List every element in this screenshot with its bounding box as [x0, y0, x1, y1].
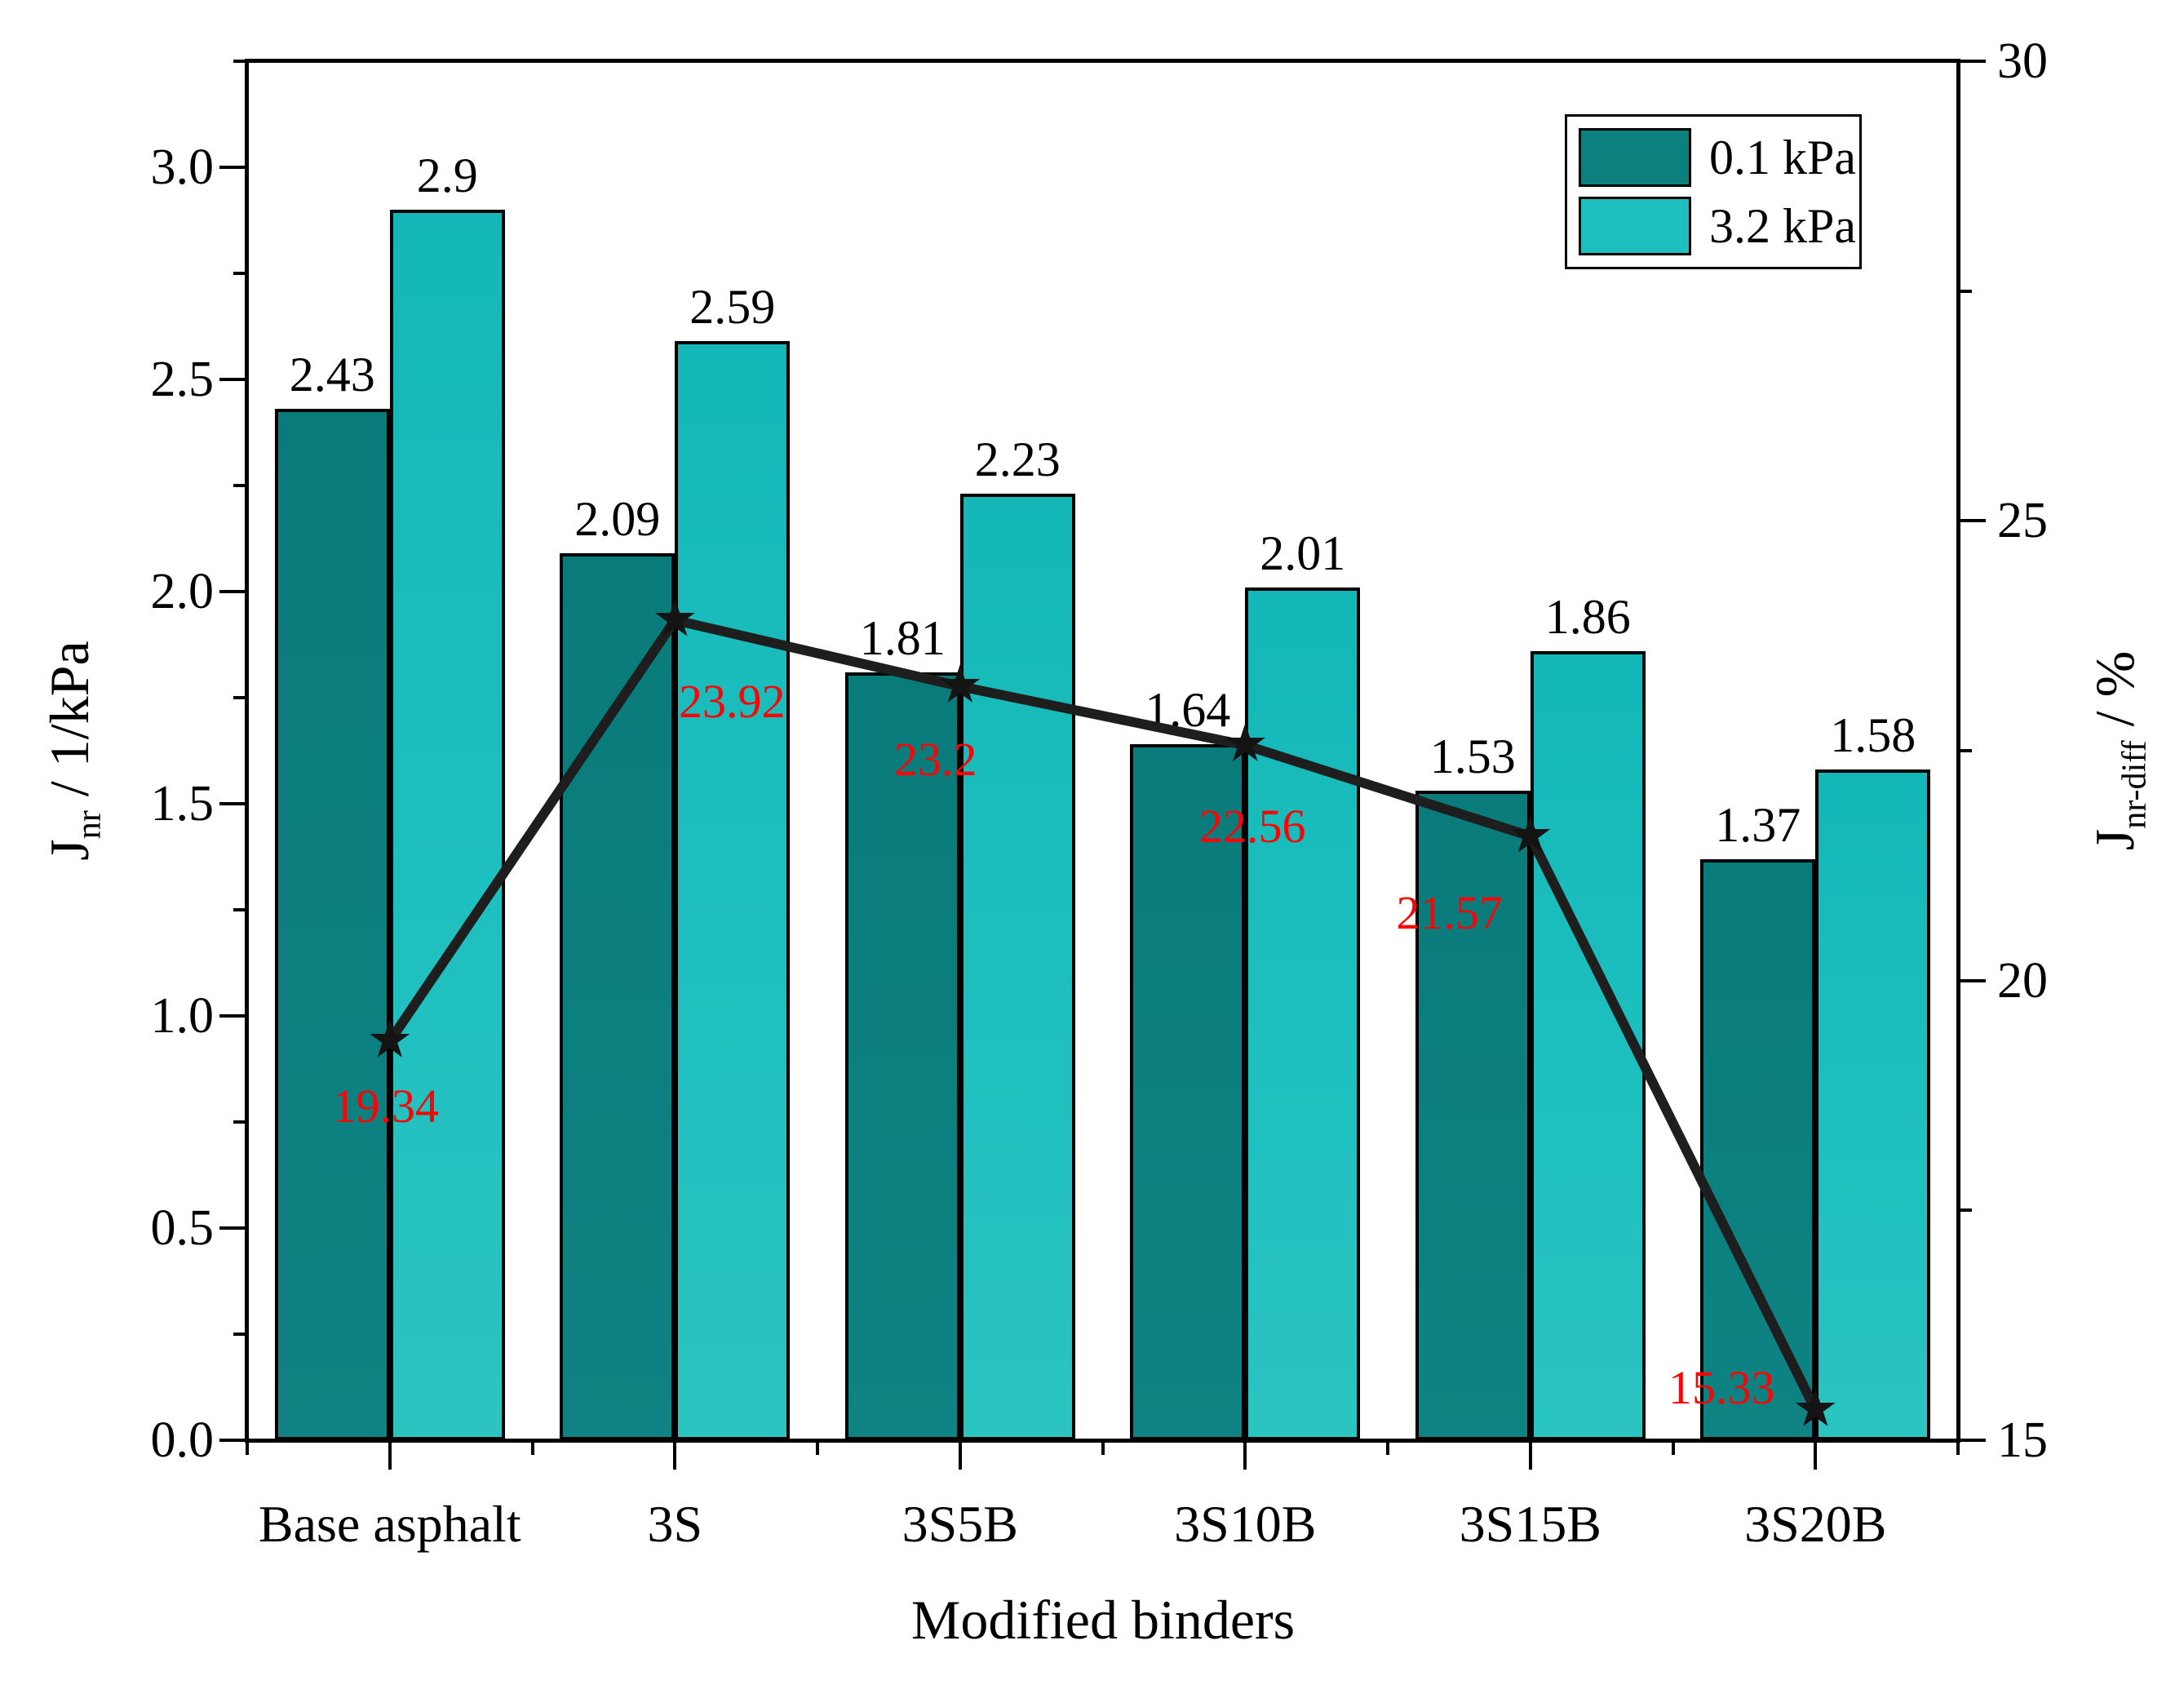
- x-axis-tick: [388, 1440, 392, 1470]
- left-axis-tick-label: 1.5: [150, 776, 215, 831]
- jnr-diff-line: [384, 615, 1821, 1415]
- bar-0.1kPa-base-asphalt: [274, 409, 390, 1440]
- right-axis-tick-label: 25: [1997, 493, 2048, 549]
- x-axis-tick: [816, 1440, 819, 1455]
- right-axis-tick: [1958, 289, 1972, 293]
- left-axis-tick: [219, 166, 247, 169]
- right-axis-tick: [1958, 749, 1972, 752]
- left-axis-tick: [233, 1333, 247, 1336]
- bar-0.1kPa-3s20b: [1700, 858, 1816, 1440]
- left-axis-tick: [233, 1120, 247, 1124]
- x-axis-category-label: Base asphalt: [258, 1495, 521, 1553]
- right-axis-tick-label: 30: [1997, 33, 2048, 89]
- bar-0.1kPa-3s10b: [1130, 744, 1246, 1440]
- right-axis-tick: [1958, 519, 1986, 523]
- bar-value-label: 1.86: [1544, 589, 1631, 644]
- bar-value-label: 1.81: [859, 610, 946, 665]
- bar-3.2kPa-3s15b: [1530, 650, 1646, 1440]
- star-marker: ★: [1221, 713, 1269, 774]
- left-axis-tick: [233, 696, 247, 699]
- bar-value-label: 1.37: [1715, 797, 1801, 852]
- x-axis-tick: [1814, 1440, 1818, 1470]
- x-axis-tick: [1101, 1440, 1105, 1455]
- left-axis-tick-label: 1.0: [150, 988, 215, 1044]
- x-axis-category-label: 3S5B: [902, 1495, 1018, 1553]
- x-axis-category-label: 3S10B: [1174, 1495, 1317, 1553]
- line-point-label: 19.34: [332, 1080, 440, 1133]
- bar-value-label: 2.43: [289, 348, 375, 402]
- x-axis-tick: [1243, 1440, 1247, 1470]
- legend-swatch-32kpa: [1579, 197, 1691, 255]
- right-axis-tick: [1958, 60, 1986, 63]
- left-axis-tick-label: 0.0: [150, 1412, 215, 1468]
- legend-item-01kpa: 0.1 kPa: [1579, 128, 1856, 187]
- x-axis-tick: [1956, 1440, 1960, 1455]
- left-axis-tick-label: 3.0: [150, 140, 215, 195]
- x-axis-title: Modified binders: [910, 1589, 1296, 1651]
- x-axis-tick: [530, 1440, 534, 1455]
- line-point-label: 22.56: [1199, 800, 1306, 854]
- bar-3.2kPa-3s20b: [1815, 769, 1931, 1440]
- left-axis-tick-label: 0.5: [150, 1200, 215, 1256]
- star-marker: ★: [937, 654, 984, 716]
- legend-label-32kpa: 3.2 kPa: [1709, 199, 1856, 253]
- right-axis-tick-label: 20: [1997, 952, 2048, 1009]
- left-axis-tick: [233, 60, 247, 63]
- x-axis-tick: [1671, 1440, 1675, 1455]
- left-axis-tick-label: 2.5: [150, 352, 215, 407]
- line-point-label: 23.92: [679, 675, 786, 728]
- left-axis-tick: [233, 272, 247, 275]
- bar-3.2kPa-3s10b: [1245, 587, 1361, 1440]
- bar-value-label: 1.53: [1429, 729, 1516, 784]
- bar-value-label: 2.01: [1260, 525, 1346, 580]
- star-marker: ★: [366, 1009, 414, 1071]
- line-point-label: 15.33: [1668, 1360, 1775, 1414]
- left-axis-tick: [219, 590, 247, 593]
- star-marker: ★: [1792, 1378, 1839, 1439]
- bar-3.2kPa-base-asphalt: [389, 210, 505, 1440]
- bar-3.2kPa-3s5b: [959, 494, 1075, 1440]
- right-axis-tick-label: 15: [1997, 1412, 2048, 1468]
- left-axis-tick-label: 2.0: [150, 564, 215, 619]
- x-axis-tick: [673, 1440, 677, 1470]
- star-marker: ★: [1507, 805, 1554, 866]
- line-point-label: 21.57: [1396, 885, 1504, 939]
- left-axis-tick: [219, 1439, 247, 1442]
- x-axis-category-label: 3S20B: [1744, 1495, 1887, 1553]
- x-axis-category-label: 3S15B: [1459, 1495, 1601, 1553]
- right-axis-tick: [1958, 1439, 1986, 1442]
- bar-value-label: 2.9: [416, 149, 478, 202]
- x-axis-tick: [958, 1440, 962, 1470]
- line-point-label: 23.2: [894, 733, 977, 787]
- left-axis-tick: [233, 484, 247, 487]
- legend-label-01kpa: 0.1 kPa: [1709, 131, 1856, 184]
- left-axis-tick: [219, 1226, 247, 1230]
- bar-value-label: 2.23: [974, 432, 1061, 487]
- right-axis-tick: [1958, 1208, 1972, 1213]
- left-axis-tick: [219, 378, 247, 381]
- left-axis-tick: [219, 1014, 247, 1018]
- x-axis-tick: [1386, 1440, 1389, 1455]
- x-axis-tick: [1528, 1440, 1532, 1470]
- bar-3.2kPa-3s: [675, 341, 791, 1440]
- x-axis-tick: [246, 1440, 249, 1455]
- bar-value-label: 1.58: [1830, 708, 1916, 763]
- legend-swatch-01kpa: [1579, 128, 1691, 187]
- bar-value-label: 2.09: [574, 492, 661, 547]
- left-axis-tick: [219, 802, 247, 805]
- bar-value-label: 2.59: [689, 280, 776, 335]
- star-marker: ★: [651, 588, 698, 650]
- legend: 0.1 kPa 3.2 kPa: [1565, 114, 1862, 269]
- x-axis-category-label: 3S: [647, 1495, 703, 1553]
- right-axis-tick: [1958, 978, 1986, 982]
- legend-item-32kpa: 3.2 kPa: [1579, 197, 1856, 255]
- left-axis-tick: [233, 908, 247, 911]
- bar-0.1kPa-3s15b: [1415, 791, 1531, 1440]
